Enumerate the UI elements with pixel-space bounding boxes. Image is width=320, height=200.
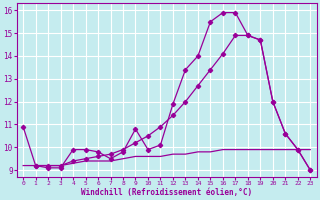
X-axis label: Windchill (Refroidissement éolien,°C): Windchill (Refroidissement éolien,°C) <box>81 188 252 197</box>
